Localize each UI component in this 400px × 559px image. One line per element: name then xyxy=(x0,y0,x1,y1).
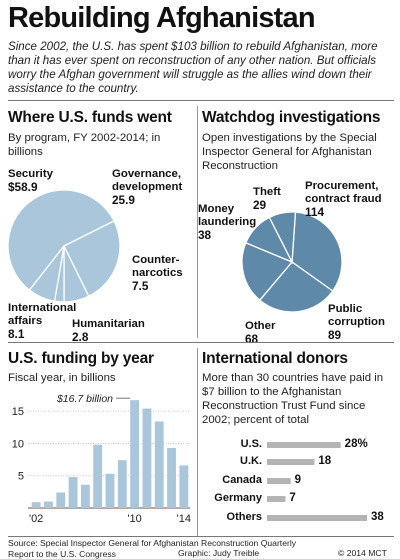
footer-divider xyxy=(8,536,394,537)
funds-pie-slice-security xyxy=(7,189,115,292)
funding-y-tick-label: 10 xyxy=(12,438,24,450)
funds-pie-slice-governance-development xyxy=(63,220,121,298)
footer-credit: Graphic: Judy Treible xyxy=(178,548,260,558)
funds-pie-slice-international-affairs xyxy=(28,245,65,302)
page-title: Rebuilding Afghanistan xyxy=(8,2,316,34)
funding-bar-06 xyxy=(80,484,90,508)
funding-y-tick-label: 5 xyxy=(18,471,24,483)
funds-label-security: Security $58.9 xyxy=(8,168,53,194)
donors-label-canada: Canada xyxy=(222,474,262,486)
donors-bar-u-k xyxy=(267,459,315,465)
watchdog-pie-slice-procurement-contract-fraud xyxy=(291,211,343,292)
column-divider-top xyxy=(197,106,198,338)
funds-label-international: International affairs 8.1 xyxy=(8,302,77,341)
funding-bar-11 xyxy=(142,408,152,508)
donors-label-others: Others xyxy=(226,511,262,523)
funding-subtitle: Fiscal year, in billions xyxy=(8,372,116,384)
donors-bar-germany xyxy=(267,496,286,502)
funding-bar-07 xyxy=(93,444,103,508)
donors-title: International donors xyxy=(202,350,348,367)
top-divider xyxy=(8,100,394,101)
funding-bar-09 xyxy=(117,460,127,508)
donors-label-u-k: U.K. xyxy=(240,455,262,467)
funding-x-tick-label: '10 xyxy=(127,513,141,525)
funding-bar-14 xyxy=(179,465,189,508)
funds-subtitle: By program, FY 2002-2014; in billions xyxy=(8,132,161,158)
donors-label-u-s: U.S. xyxy=(240,438,262,450)
funds-label-governance: Governance, development 25.9 xyxy=(112,168,183,207)
funding-title: U.S. funding by year xyxy=(8,350,154,367)
donors-bar-canada xyxy=(267,478,291,484)
funding-annotation: $16.7 billion xyxy=(56,393,113,405)
footer-copyright: © 2014 MCT xyxy=(338,548,387,558)
funding-x-tick-label: '02 xyxy=(29,513,43,525)
donors-subtitle: More than 30 countries have paid in $7 b… xyxy=(202,372,384,426)
funds-label-humanitarian: Humanitarian 2.8 xyxy=(72,318,145,344)
watchdog-title: Watchdog investigations xyxy=(202,109,381,126)
watchdog-label-money-laundering: Money laundering 38 xyxy=(198,203,257,242)
watchdog-label-procurement: Procurement, contract fraud 114 xyxy=(305,180,382,219)
watchdog-pie-slice-public-corruption xyxy=(258,261,334,313)
funding-bar-04 xyxy=(56,492,66,508)
donors-bar-others xyxy=(267,515,367,521)
watchdog-subtitle: Open investigations by the Special Inspe… xyxy=(202,132,377,172)
funds-title: Where U.S. funds went xyxy=(8,109,172,126)
donors-value-u-s: 28% xyxy=(344,438,368,450)
funding-bar-08 xyxy=(105,473,115,508)
donors-label-germany: Germany xyxy=(214,492,262,504)
funding-bar-03 xyxy=(44,501,53,508)
funding-x-tick-label: '14 xyxy=(177,513,191,525)
column-divider-bottom xyxy=(197,348,198,536)
funding-bar-13 xyxy=(167,447,176,508)
donors-value-others: 38 xyxy=(371,511,384,523)
funding-y-tick-label: 15 xyxy=(12,406,24,418)
donors-value-u-k: 18 xyxy=(318,455,332,467)
funding-bar-05 xyxy=(68,477,78,508)
middle-divider xyxy=(8,342,394,343)
watchdog-label-theft: Theft 29 xyxy=(253,186,281,212)
funds-label-counternarcotics: Counter-narcotics 7.5 xyxy=(132,254,183,293)
footer-source: Source: Special Inspector General for Af… xyxy=(8,538,297,559)
watchdog-label-public-corruption: Public corruption 89 xyxy=(328,303,385,342)
donors-value-germany: 7 xyxy=(289,492,296,504)
watchdog-pie-slice-theft xyxy=(268,211,297,265)
funding-bar-02 xyxy=(31,502,41,508)
intro-text: Since 2002, the U.S. has spent $103 bill… xyxy=(8,40,378,95)
funding-bar-12 xyxy=(154,421,164,508)
funding-bar-10 xyxy=(130,400,140,508)
donors-value-canada: 9 xyxy=(294,474,302,486)
donors-bar-u-s xyxy=(267,442,341,448)
